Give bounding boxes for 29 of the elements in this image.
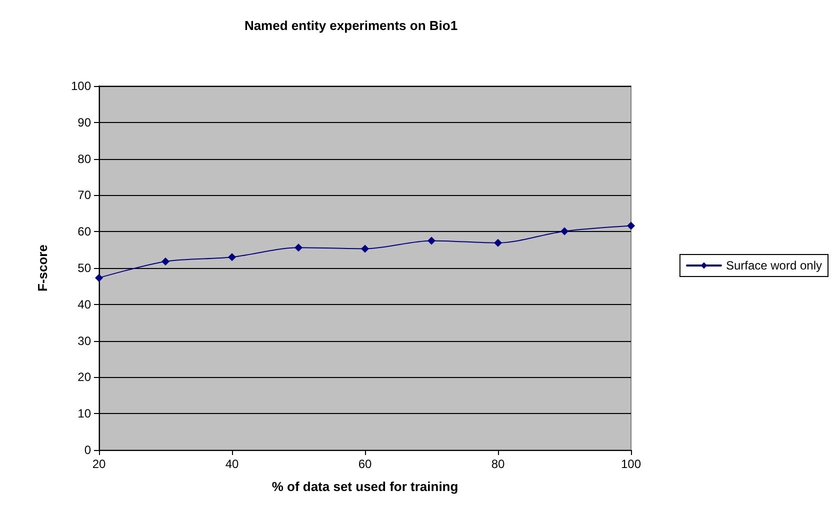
point bbox=[560, 227, 568, 236]
y-axis-title: F-score bbox=[35, 244, 50, 292]
point bbox=[627, 222, 635, 230]
y-tick-label: 90 bbox=[78, 115, 92, 130]
point bbox=[228, 253, 236, 262]
point bbox=[162, 257, 170, 266]
x-tick-label: 20 bbox=[92, 457, 106, 471]
y-tick-label: 0 bbox=[84, 443, 92, 457]
point bbox=[361, 244, 369, 253]
point bbox=[494, 238, 502, 247]
y-tick-label: 10 bbox=[78, 406, 92, 421]
y-tick-label: 50 bbox=[78, 261, 92, 275]
y-tick-label: 40 bbox=[78, 297, 92, 312]
point bbox=[95, 274, 103, 282]
x-tick-label: 100 bbox=[620, 457, 642, 471]
y-tick-label: 20 bbox=[78, 370, 92, 384]
y-tick-label: 80 bbox=[78, 152, 92, 166]
x-tick-label: 80 bbox=[491, 457, 505, 471]
y-tick-label: 30 bbox=[78, 334, 92, 348]
x-tick-label: 40 bbox=[225, 457, 239, 471]
point bbox=[428, 236, 436, 245]
point bbox=[294, 244, 302, 252]
y-tick-label: 70 bbox=[78, 188, 92, 202]
x-axis-title: % of data set used for training bbox=[272, 479, 458, 494]
y-tick-label: 100 bbox=[70, 79, 92, 93]
legend-label: Surface word only bbox=[726, 258, 822, 272]
x-tick-label: 60 bbox=[358, 457, 372, 471]
y-tick-label: 60 bbox=[78, 224, 92, 239]
chart-title: Named entity experiments on Bio1 bbox=[244, 18, 458, 33]
